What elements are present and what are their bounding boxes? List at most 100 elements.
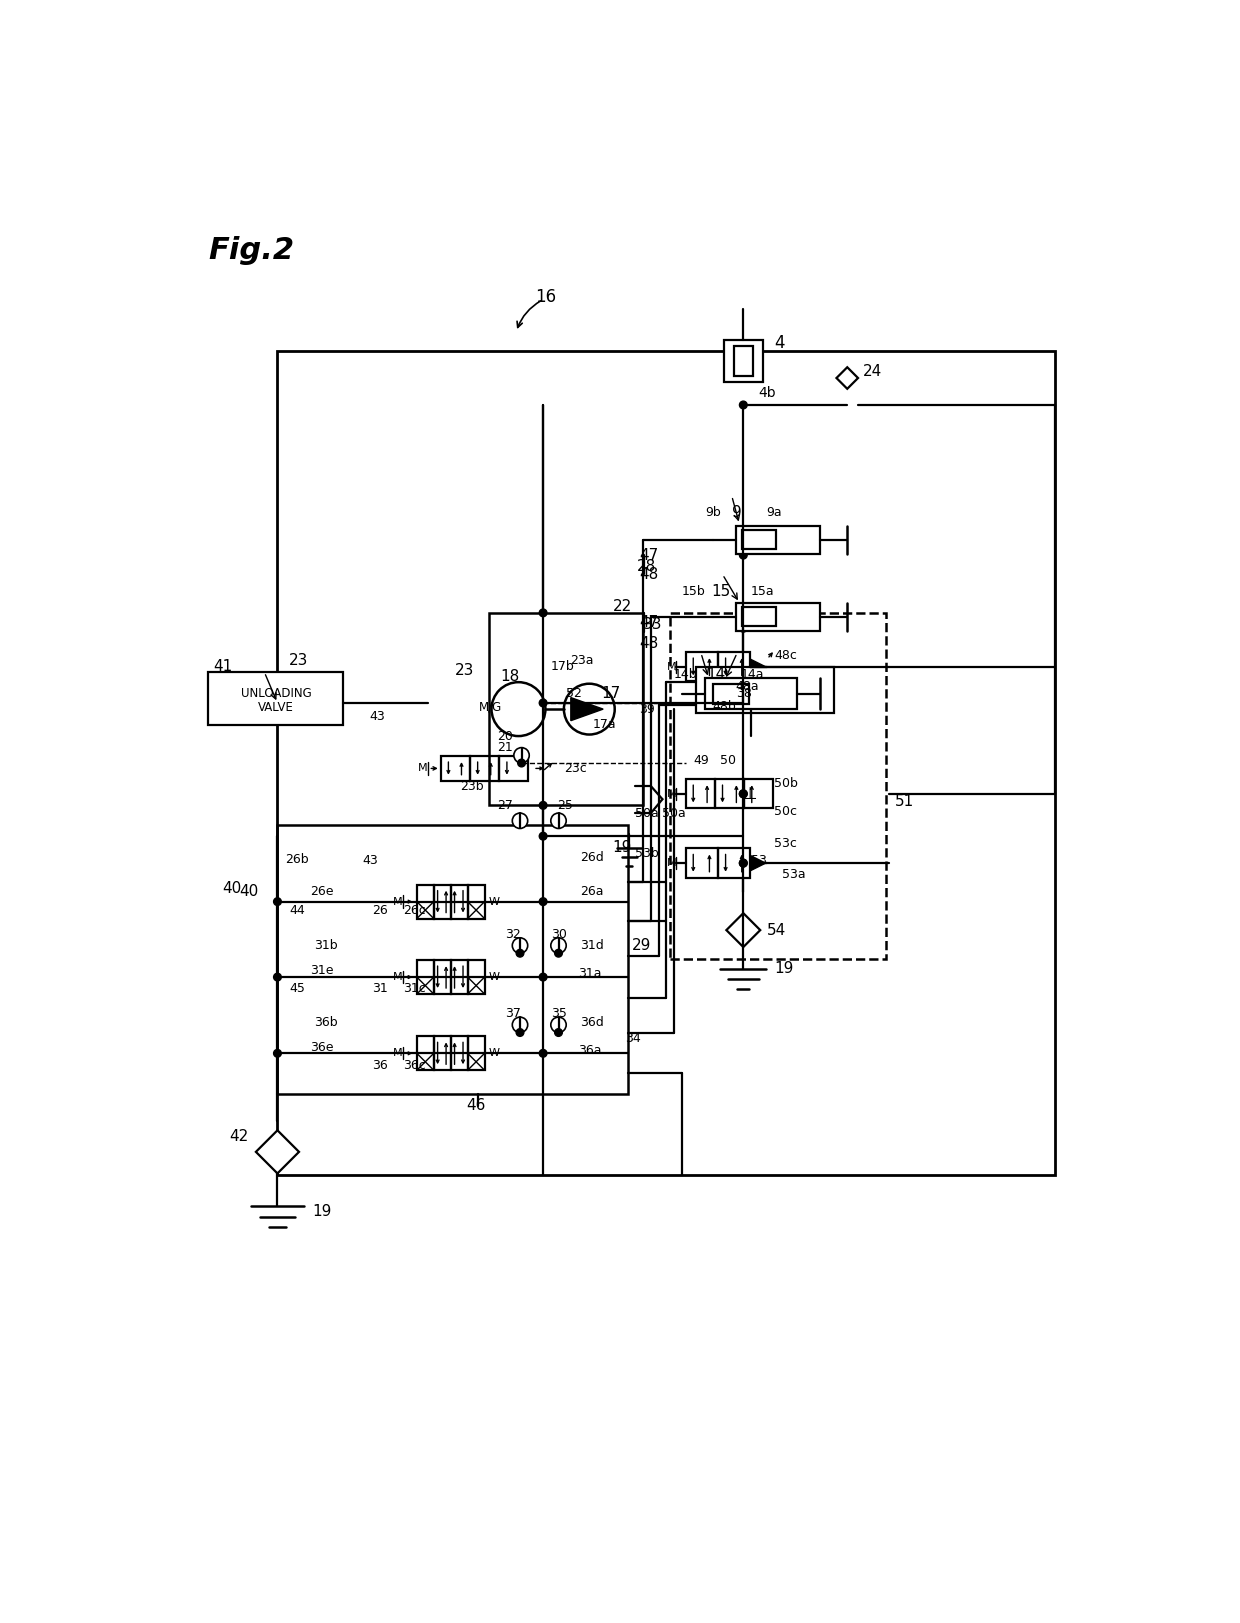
Bar — [735, 526, 821, 553]
Circle shape — [554, 1029, 563, 1037]
Circle shape — [516, 949, 523, 958]
Bar — [417, 1037, 434, 1070]
Bar — [713, 683, 749, 704]
Text: 28: 28 — [637, 560, 656, 575]
Circle shape — [739, 700, 748, 706]
Text: 53: 53 — [751, 854, 766, 867]
Polygon shape — [570, 698, 603, 721]
Text: VALVE: VALVE — [258, 701, 294, 714]
Circle shape — [739, 790, 748, 797]
Circle shape — [739, 859, 748, 867]
Text: 25: 25 — [557, 799, 573, 812]
Bar — [440, 756, 470, 781]
Circle shape — [516, 1029, 523, 1037]
Text: 23a: 23a — [570, 654, 594, 667]
Text: 26d: 26d — [580, 850, 604, 863]
Circle shape — [539, 802, 547, 810]
Text: 31: 31 — [372, 982, 388, 995]
Text: 30: 30 — [551, 928, 567, 941]
Text: 15b: 15b — [682, 584, 706, 597]
Text: 14: 14 — [707, 667, 725, 682]
Text: 45: 45 — [289, 982, 305, 995]
Bar — [450, 961, 467, 993]
Text: 20: 20 — [497, 730, 513, 743]
Text: 48b: 48b — [713, 700, 737, 714]
Text: 9b: 9b — [704, 506, 720, 519]
Circle shape — [739, 859, 748, 867]
Text: ⊥: ⊥ — [743, 786, 758, 803]
Circle shape — [512, 938, 528, 953]
Circle shape — [491, 682, 546, 737]
Text: 53a: 53a — [781, 868, 806, 881]
Text: 50b: 50b — [774, 777, 799, 790]
Bar — [724, 339, 763, 381]
Circle shape — [274, 974, 281, 980]
Text: 39: 39 — [640, 703, 655, 716]
Bar — [417, 961, 434, 993]
Text: 36: 36 — [372, 1060, 388, 1073]
Bar — [686, 849, 718, 878]
Text: 38: 38 — [735, 687, 751, 700]
Circle shape — [513, 748, 529, 763]
Bar — [686, 779, 714, 808]
Polygon shape — [750, 855, 765, 872]
Circle shape — [739, 552, 748, 558]
Bar — [735, 602, 821, 631]
Bar — [714, 779, 744, 808]
Bar — [467, 885, 485, 919]
Circle shape — [554, 949, 563, 958]
Text: 33: 33 — [644, 617, 662, 631]
Text: 29: 29 — [631, 938, 651, 953]
Circle shape — [551, 1018, 567, 1032]
Text: 23: 23 — [455, 664, 474, 678]
Bar — [434, 885, 450, 919]
Text: 48: 48 — [640, 566, 658, 583]
Circle shape — [551, 813, 567, 828]
Circle shape — [539, 898, 547, 906]
Text: M: M — [667, 859, 676, 868]
Text: 19: 19 — [774, 961, 794, 975]
Circle shape — [512, 813, 528, 828]
Text: 17: 17 — [601, 687, 620, 701]
Text: M: M — [393, 972, 403, 982]
Text: 46: 46 — [466, 1099, 486, 1113]
Circle shape — [274, 1050, 281, 1057]
Polygon shape — [727, 914, 760, 948]
Circle shape — [517, 760, 526, 768]
Text: Fig.2: Fig.2 — [208, 237, 294, 266]
Bar — [696, 667, 835, 712]
Circle shape — [739, 625, 748, 631]
Circle shape — [512, 1018, 528, 1032]
Text: 36d: 36d — [580, 1016, 604, 1029]
Text: 14b: 14b — [675, 669, 698, 682]
Bar — [742, 607, 776, 626]
Text: 40: 40 — [222, 881, 242, 896]
Text: 32: 32 — [505, 928, 521, 941]
Circle shape — [539, 609, 547, 617]
Text: 16: 16 — [536, 289, 557, 307]
Text: 17b: 17b — [551, 661, 574, 674]
Text: 19: 19 — [613, 841, 631, 855]
Text: 9a: 9a — [766, 506, 782, 519]
Text: 26b: 26b — [285, 852, 309, 865]
Text: 48: 48 — [640, 636, 658, 651]
Text: 15a: 15a — [751, 584, 775, 597]
Bar — [467, 961, 485, 993]
Text: 36a: 36a — [578, 1044, 601, 1057]
Text: 50: 50 — [720, 755, 737, 768]
Text: M/G: M/G — [479, 700, 502, 714]
Text: 18: 18 — [501, 669, 520, 683]
Text: 31c: 31c — [403, 982, 425, 995]
Text: 23b: 23b — [460, 779, 484, 792]
Text: 27: 27 — [497, 799, 513, 812]
Text: 26e: 26e — [310, 885, 334, 898]
Bar — [450, 1037, 467, 1070]
Text: 53b: 53b — [635, 847, 660, 860]
Text: 36c: 36c — [403, 1060, 425, 1073]
Circle shape — [739, 790, 748, 797]
Text: 34: 34 — [625, 1032, 641, 1045]
Text: M: M — [667, 662, 676, 672]
Text: 14a: 14a — [740, 669, 764, 682]
Circle shape — [539, 1050, 547, 1057]
Text: 42: 42 — [229, 1130, 249, 1144]
